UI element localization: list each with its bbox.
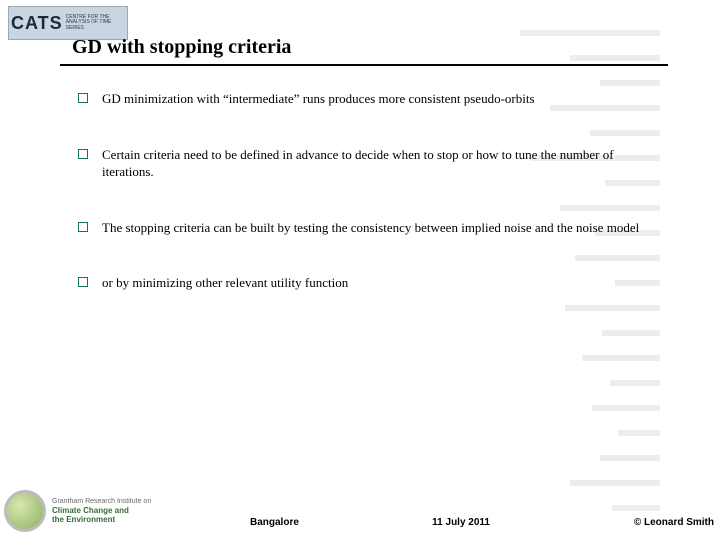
checkbox-icon [78,149,88,159]
institute-line3: the Environment [52,515,151,524]
cats-logo-main: CATS [11,13,63,34]
cats-logo: CATS CENTRE FOR THE ANALYSIS OF TIME SER… [8,6,128,40]
bullet-text: or by minimizing other relevant utility … [102,274,348,292]
list-item: or by minimizing other relevant utility … [78,274,668,292]
list-item: Certain criteria need to be defined in a… [78,146,668,181]
institute-line1: Grantham Research Institute on [52,498,151,506]
footer-copyright: © Leonard Smith [634,517,714,528]
footer-center: Bangalore 11 July 2011 [250,517,490,528]
list-item: The stopping criteria can be built by te… [78,219,668,237]
bullet-text: Certain criteria need to be defined in a… [102,146,668,181]
checkbox-icon [78,277,88,287]
footer-date: 11 July 2011 [432,517,490,528]
footer-institute-text: Grantham Research Institute on Climate C… [52,498,151,524]
globe-icon [4,490,46,532]
title-underline [60,64,668,66]
bullet-text: GD minimization with “intermediate” runs… [102,90,535,108]
checkbox-icon [78,93,88,103]
bullet-text: The stopping criteria can be built by te… [102,219,639,237]
institute-line2: Climate Change and [52,506,151,515]
list-item: GD minimization with “intermediate” runs… [78,90,668,108]
bullet-list: GD minimization with “intermediate” runs… [78,90,668,330]
footer-location: Bangalore [250,517,299,528]
checkbox-icon [78,222,88,232]
footer-institute-logo: Grantham Research Institute on Climate C… [4,490,151,532]
page-title: GD with stopping criteria [72,36,291,59]
cats-logo-sub: CENTRE FOR THE ANALYSIS OF TIME SERIES [66,15,125,32]
